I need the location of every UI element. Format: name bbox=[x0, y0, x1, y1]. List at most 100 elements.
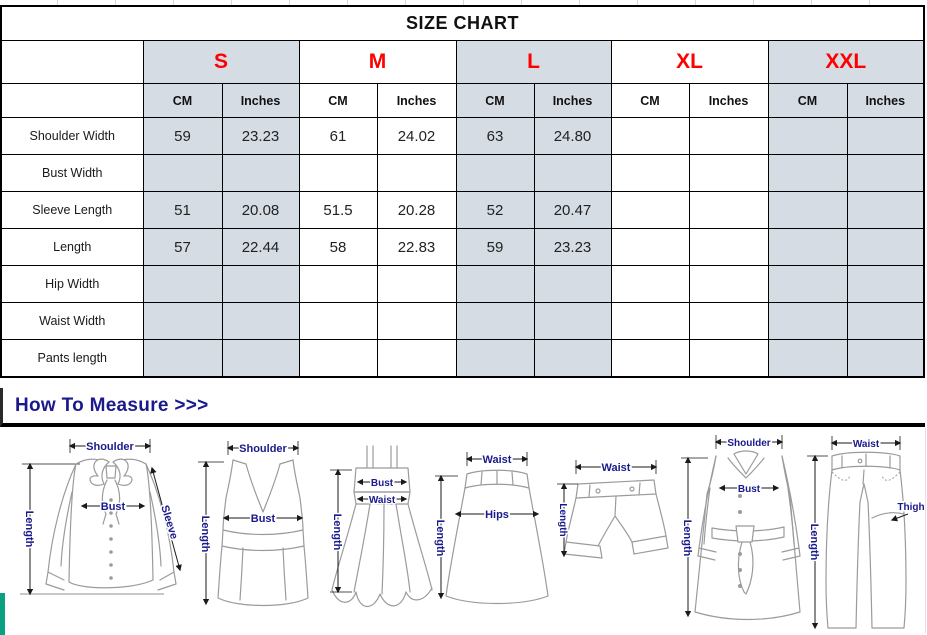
value-cell bbox=[767, 191, 848, 229]
row-label: Bust Width bbox=[0, 154, 144, 192]
unit-header: Inches bbox=[846, 83, 925, 118]
value-cell bbox=[376, 154, 457, 192]
value-cell bbox=[376, 265, 457, 303]
length-label: Length bbox=[681, 520, 693, 557]
value-cell: 22.83 bbox=[376, 228, 457, 266]
value-cell bbox=[767, 265, 848, 303]
coat-diagram: Shoulder Bust Length bbox=[680, 435, 801, 621]
corner-cell bbox=[0, 83, 144, 118]
length-label: Length bbox=[199, 516, 211, 553]
value-cell bbox=[142, 339, 223, 378]
value-cell bbox=[533, 154, 612, 192]
value-cell bbox=[298, 154, 378, 192]
value-cell bbox=[846, 339, 925, 378]
value-cell bbox=[610, 191, 690, 229]
value-cell bbox=[688, 117, 769, 155]
value-cell: 23.23 bbox=[221, 117, 300, 155]
value-cell bbox=[846, 228, 925, 266]
row-label: Waist Width bbox=[0, 302, 144, 340]
value-cell bbox=[298, 265, 378, 303]
value-cell bbox=[688, 154, 769, 192]
size-header-L: L bbox=[455, 40, 612, 84]
value-cell: 58 bbox=[298, 228, 378, 266]
value-cell: 24.80 bbox=[533, 117, 612, 155]
how-to-measure-bar: How To Measure >>> bbox=[0, 388, 925, 427]
unit-header: Inches bbox=[221, 83, 300, 118]
value-cell: 59 bbox=[455, 228, 535, 266]
thigh-label: Thigh bbox=[897, 502, 924, 513]
value-cell bbox=[688, 339, 769, 378]
value-cell: 51 bbox=[142, 191, 223, 229]
value-cell bbox=[221, 265, 300, 303]
tank-top-diagram: Shoulder Bust Length bbox=[198, 441, 309, 607]
corner-cell bbox=[0, 40, 144, 84]
unit-header: CM bbox=[142, 83, 223, 118]
row-label: Sleeve Length bbox=[0, 191, 144, 229]
value-cell bbox=[142, 302, 223, 340]
chart-title: SIZE CHART bbox=[0, 5, 925, 41]
shoulder-label: Shoulder bbox=[727, 438, 770, 449]
value-cell bbox=[376, 339, 457, 378]
value-cell bbox=[688, 191, 769, 229]
bust-label: Bust bbox=[251, 513, 276, 525]
value-cell bbox=[767, 154, 848, 192]
value-cell bbox=[846, 265, 925, 303]
value-cell: 24.02 bbox=[376, 117, 457, 155]
length-label: Length bbox=[331, 514, 343, 551]
size-header-S: S bbox=[142, 40, 300, 84]
unit-header: CM bbox=[455, 83, 535, 118]
length-label: Length bbox=[434, 520, 446, 557]
value-cell bbox=[221, 339, 300, 378]
value-cell bbox=[610, 302, 690, 340]
hips-label: Hips bbox=[485, 509, 509, 521]
value-cell bbox=[455, 339, 535, 378]
value-cell bbox=[610, 228, 690, 266]
length-label: Length bbox=[808, 524, 820, 561]
value-cell: 22.44 bbox=[221, 228, 300, 266]
value-cell bbox=[533, 339, 612, 378]
shorts-diagram: Waist Length bbox=[556, 460, 669, 559]
value-cell bbox=[767, 302, 848, 340]
value-cell: 63 bbox=[455, 117, 535, 155]
row-label: Hip Width bbox=[0, 265, 144, 303]
unit-header: Inches bbox=[533, 83, 612, 118]
value-cell: 57 bbox=[142, 228, 223, 266]
value-cell: 20.08 bbox=[221, 191, 300, 229]
value-cell bbox=[610, 154, 690, 192]
cami-dress-diagram: Bust Waist Length bbox=[330, 445, 433, 608]
waist-label: Waist bbox=[483, 454, 512, 466]
value-cell bbox=[455, 302, 535, 340]
spreadsheet-gridline-strip bbox=[0, 0, 927, 5]
value-cell bbox=[298, 302, 378, 340]
length-label: Length bbox=[23, 511, 35, 548]
value-cell bbox=[846, 117, 925, 155]
value-cell bbox=[688, 302, 769, 340]
pants-diagram: Waist Thigh Length bbox=[807, 436, 925, 630]
button-dots bbox=[738, 494, 742, 588]
waist-label: Waist bbox=[602, 462, 631, 474]
value-cell bbox=[455, 154, 535, 192]
blouse-diagram: Shoulder Bust Sleeve Length bbox=[20, 439, 182, 596]
button-dots bbox=[109, 498, 113, 580]
row-label: Shoulder Width bbox=[0, 117, 144, 155]
value-cell bbox=[688, 228, 769, 266]
size-header-XL: XL bbox=[610, 40, 769, 84]
value-cell: 61 bbox=[298, 117, 378, 155]
waist-label: Waist bbox=[369, 495, 396, 506]
value-cell bbox=[533, 302, 612, 340]
value-cell bbox=[610, 339, 690, 378]
how-to-measure-heading: How To Measure >>> bbox=[15, 395, 209, 416]
unit-header: Inches bbox=[688, 83, 769, 118]
unit-header: Inches bbox=[376, 83, 457, 118]
teal-accent-bar bbox=[0, 593, 5, 635]
value-cell bbox=[533, 265, 612, 303]
unit-header: CM bbox=[767, 83, 848, 118]
value-cell bbox=[221, 154, 300, 192]
value-cell bbox=[767, 117, 848, 155]
value-cell: 59 bbox=[142, 117, 223, 155]
value-cell bbox=[846, 191, 925, 229]
value-cell bbox=[767, 339, 848, 378]
shoulder-label: Shoulder bbox=[239, 443, 287, 455]
value-cell: 51.5 bbox=[298, 191, 378, 229]
unit-header: CM bbox=[610, 83, 690, 118]
